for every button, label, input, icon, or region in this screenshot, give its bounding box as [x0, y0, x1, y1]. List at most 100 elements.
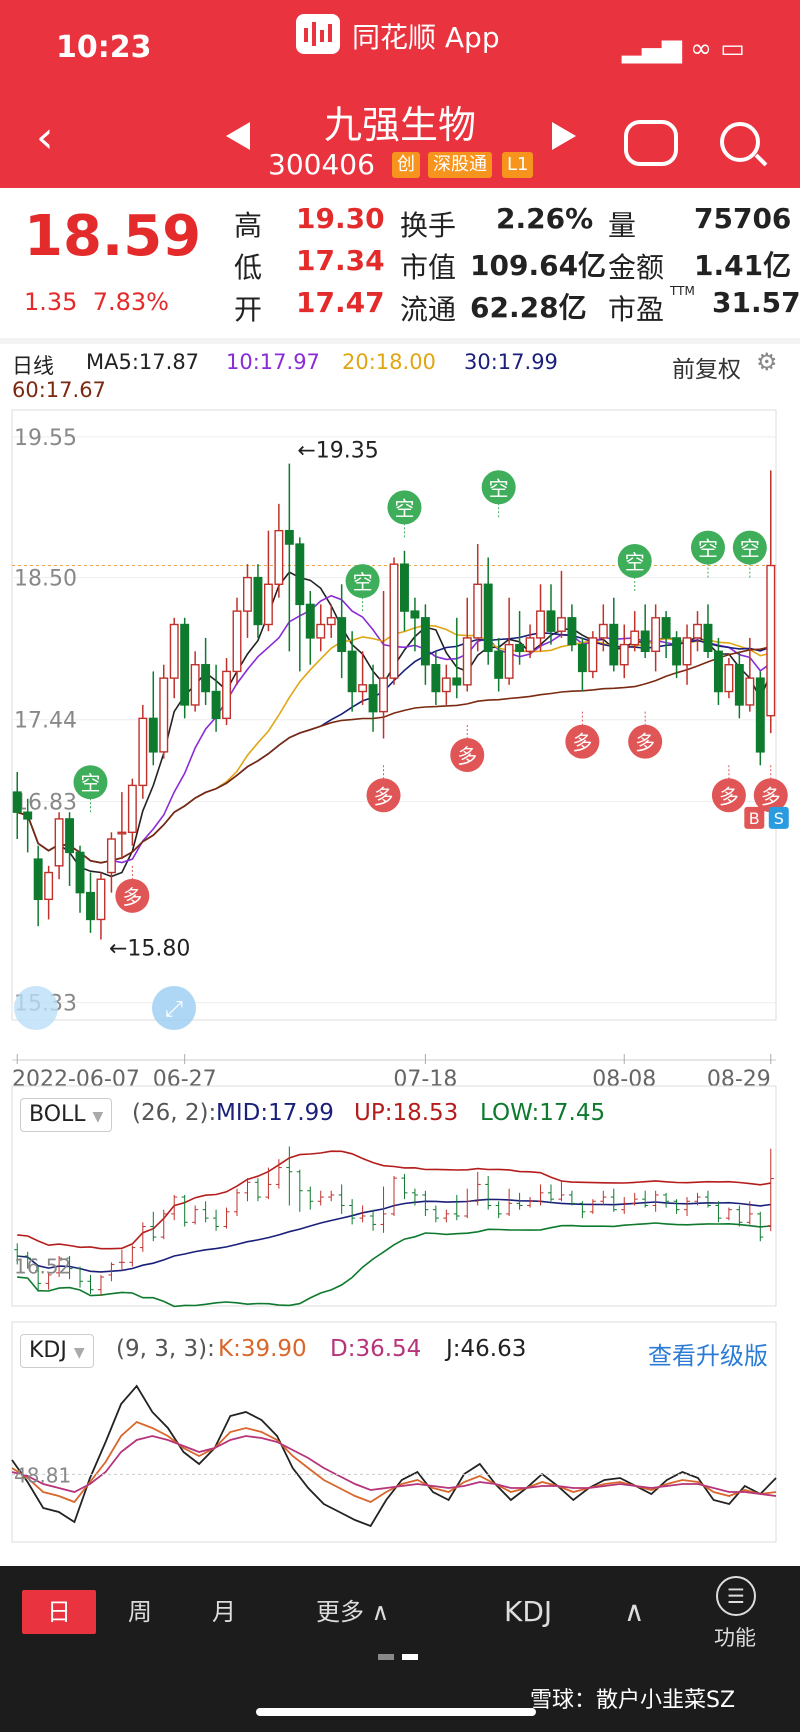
- high-value: 19.30: [296, 202, 385, 235]
- candle-body: [609, 623, 619, 666]
- candle-body: [703, 623, 713, 653]
- page-indicator-dot-active: [402, 1654, 418, 1660]
- boll-selector[interactable]: BOLL ▼: [20, 1098, 113, 1132]
- pe-label: 市盈: [608, 293, 665, 326]
- prev-stock-icon[interactable]: [226, 122, 250, 150]
- candle-body: [284, 529, 294, 545]
- home-indicator: [256, 1708, 536, 1716]
- candle-body: [368, 684, 378, 713]
- settings-gear-icon[interactable]: ⚙: [756, 348, 778, 376]
- tab-more[interactable]: 更多 ∧: [316, 1598, 390, 1626]
- candle-body: [504, 643, 514, 679]
- short-signal-marker: [690, 530, 725, 565]
- kdj-tick-label: 48.81: [14, 1463, 71, 1487]
- candle-body: [253, 576, 263, 626]
- pe-ttm-sup: TTM: [670, 284, 695, 298]
- ma20-value: 20:18.00: [342, 350, 436, 374]
- signal-label: 空: [625, 550, 645, 574]
- candle-body: [598, 623, 608, 639]
- signal-label: 多: [457, 744, 477, 768]
- low-value: 17.34: [296, 244, 385, 277]
- signal-label: 多: [719, 784, 739, 808]
- turnover-label: 换手: [400, 209, 457, 242]
- candle-body: [23, 811, 33, 820]
- candle-body: [232, 610, 242, 673]
- adjust-toggle[interactable]: 前复权: [672, 357, 741, 383]
- boll-mid: MID:17.99: [216, 1100, 334, 1126]
- candle-body: [86, 891, 95, 921]
- scroll-left-icon: [14, 986, 58, 1030]
- ma30-value: 30:17.99: [464, 350, 558, 374]
- candle-body: [379, 677, 389, 713]
- tag-l1: L1: [502, 152, 534, 178]
- bs-label: S: [774, 809, 784, 828]
- view-upgrade-link[interactable]: 查看升级版: [648, 1342, 768, 1370]
- min-price-label: ←15.80: [109, 937, 190, 962]
- tag-chuang: 创: [392, 152, 420, 178]
- pe-value: 31.57: [712, 286, 800, 319]
- candle-body: [44, 871, 54, 901]
- candle-body: [630, 630, 640, 646]
- candle-body: [619, 643, 629, 666]
- price-change: 1.35 7.83%: [24, 288, 169, 316]
- candle-body: [755, 677, 765, 753]
- expand-indicator-icon[interactable]: ∧: [624, 1595, 645, 1628]
- long-signal-marker: [450, 738, 485, 773]
- signal-label: 多: [374, 784, 394, 808]
- candle-body: [274, 529, 284, 585]
- next-stock-icon[interactable]: [552, 122, 576, 150]
- search-icon[interactable]: [720, 122, 760, 162]
- high-label: 高: [234, 209, 263, 242]
- indicator-selector[interactable]: KDJ: [504, 1595, 553, 1628]
- market-cap-label: 市值: [400, 251, 457, 284]
- tab-day[interactable]: 日: [22, 1590, 96, 1634]
- candle-body: [441, 677, 451, 693]
- ma10-value: 10:17.97: [226, 350, 320, 374]
- y-tick-label: 16.83: [14, 790, 77, 815]
- candle-body: [682, 637, 692, 666]
- turnover-value: 2.26%: [496, 202, 594, 235]
- kline-chart-area[interactable]: 19.5518.5017.4416.8315.33←19.35←15.80空多空…: [0, 400, 800, 1560]
- sell-mark: [768, 806, 789, 829]
- candle-body: [494, 650, 504, 679]
- candle-body: [148, 717, 158, 753]
- boll-up: UP:18.53: [354, 1100, 459, 1126]
- signal-label: 多: [572, 731, 592, 755]
- kdj-panel-frame: [11, 1321, 777, 1543]
- signal-label: 多: [122, 885, 142, 909]
- app-name: 同花顺 App: [352, 21, 500, 54]
- short-signal-marker: [387, 490, 422, 525]
- bs-label: B: [749, 809, 760, 828]
- candle-body: [546, 610, 556, 632]
- kdj-selector[interactable]: KDJ ▼: [20, 1334, 94, 1368]
- max-price-label: ←19.35: [297, 439, 378, 464]
- candle-body: [180, 623, 190, 706]
- short-signal-marker: [481, 470, 516, 505]
- boll-name: BOLL: [29, 1102, 86, 1127]
- long-signal-marker: [366, 778, 401, 813]
- back-icon[interactable]: ‹: [36, 112, 54, 163]
- robot-assistant-icon[interactable]: [624, 120, 678, 166]
- y-tick-label: 17.44: [14, 709, 77, 734]
- candle-body: [295, 543, 305, 606]
- tab-week[interactable]: 周: [128, 1598, 152, 1626]
- signal-label: 空: [740, 537, 760, 561]
- candle-body: [745, 677, 755, 706]
- short-signal-marker: [617, 543, 652, 578]
- market-cap-value: 109.64亿: [470, 249, 607, 282]
- short-signal-marker: [73, 765, 108, 800]
- menu-icon[interactable]: ☰: [716, 1576, 756, 1616]
- candle-body: [106, 838, 116, 874]
- stock-code: 300406: [268, 148, 375, 181]
- boll-tick-label: 16.52: [14, 1255, 71, 1279]
- boll-low: LOW:17.45: [480, 1100, 606, 1126]
- change-value: 1.35: [24, 288, 78, 316]
- candle-body: [420, 617, 430, 666]
- candle-body: [452, 677, 462, 686]
- fullscreen-icon: [152, 986, 196, 1030]
- tab-month[interactable]: 月: [212, 1598, 236, 1626]
- function-label[interactable]: 功能: [714, 1626, 756, 1650]
- signal-label: 多: [635, 731, 655, 755]
- y-tick-label: 19.55: [14, 426, 77, 451]
- candle-body: [693, 623, 702, 639]
